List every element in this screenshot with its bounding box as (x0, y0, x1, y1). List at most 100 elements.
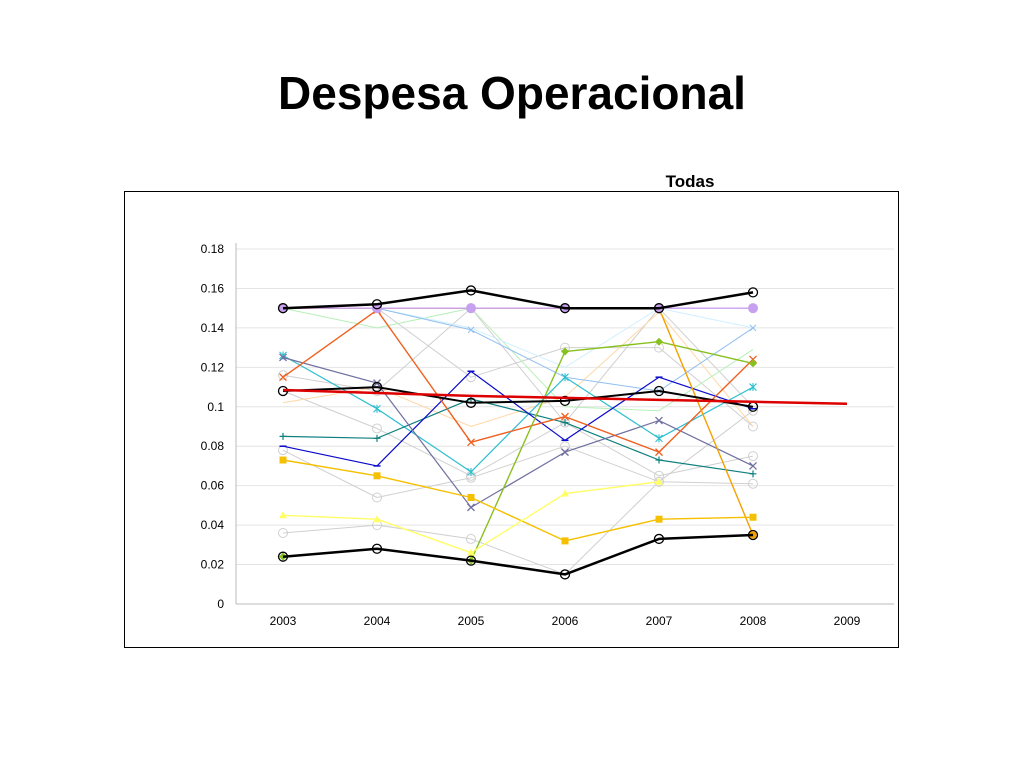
data-point (277, 551, 289, 562)
data-point (749, 359, 757, 368)
y-tick-label: 0.14 (201, 321, 225, 335)
data-point (465, 555, 477, 566)
data-point (748, 478, 758, 489)
data-point (467, 548, 475, 556)
y-tick-label: 0.18 (201, 242, 225, 256)
data-point (655, 448, 663, 457)
data-point (655, 477, 663, 485)
x-tick-label: 2005 (458, 614, 485, 628)
data-point (561, 347, 569, 356)
data-point (277, 303, 289, 314)
data-point (653, 303, 665, 314)
slide-title: Despesa Operacional (278, 67, 746, 119)
series-line (282, 481, 660, 554)
data-point (279, 353, 287, 362)
data-point (371, 543, 383, 554)
data-point (465, 397, 477, 408)
data-point (278, 370, 288, 381)
data-point (278, 528, 288, 538)
data-point (466, 533, 476, 544)
data-point (561, 489, 569, 497)
x-tick-label: 2004 (364, 614, 391, 628)
x-tick-label: 2006 (552, 614, 579, 628)
data-point (371, 381, 383, 393)
y-tick-label: 0.04 (201, 518, 225, 532)
data-point (560, 441, 570, 452)
data-point (559, 569, 571, 580)
series-line (282, 289, 754, 310)
y-tick-label: 0.16 (201, 281, 225, 295)
series-line (282, 398, 754, 475)
data-point (561, 412, 569, 421)
data-point (655, 434, 663, 443)
series-line (283, 307, 754, 368)
data-point (561, 373, 569, 382)
data-point (373, 434, 381, 442)
data-point (655, 416, 663, 425)
data-point (749, 531, 757, 539)
data-point (279, 373, 287, 382)
data-point (749, 461, 757, 470)
data-point (467, 467, 475, 476)
data-point (466, 372, 476, 383)
x-tick-label: 2009 (834, 614, 861, 628)
data-point (372, 423, 382, 434)
data-point (279, 432, 287, 440)
y-tick-label: 0 (217, 597, 224, 611)
series-line (282, 354, 754, 473)
series-line (470, 341, 754, 561)
data-point (466, 303, 476, 314)
data-point (653, 385, 665, 397)
series-line (282, 386, 754, 408)
data-point (279, 456, 287, 464)
data-point (467, 326, 475, 334)
x-tick-label: 2003 (270, 614, 297, 628)
line-chart: 0 0.02 0.04 0.06 0.08 0.1 0.12 0.14 0.16 0.18 2003… (201, 242, 894, 628)
data-point (373, 404, 381, 413)
data-point (372, 492, 382, 503)
series-line (283, 307, 754, 536)
data-point (747, 529, 759, 541)
series-line (282, 459, 754, 542)
x-tick-label: 2007 (646, 614, 673, 628)
series-line (282, 370, 754, 467)
data-point (373, 515, 381, 523)
data-point (749, 324, 757, 332)
data-point (749, 513, 757, 521)
data-point (467, 503, 475, 512)
data-point (749, 470, 757, 478)
chart-title: Todas (665, 172, 715, 191)
data-point (560, 417, 570, 428)
series-line (282, 390, 754, 477)
series-line (282, 309, 754, 453)
data-point (467, 438, 475, 447)
series-line (282, 388, 848, 406)
series-line (282, 445, 754, 498)
series-line (282, 533, 754, 576)
data-point (748, 303, 758, 314)
data-point (561, 448, 569, 457)
data-point (373, 472, 381, 480)
data-point (653, 533, 665, 545)
data-point (655, 456, 663, 464)
x-tick-label: 2008 (740, 614, 767, 628)
data-point (748, 451, 758, 462)
data-point (371, 299, 383, 310)
y-tick-label: 0.02 (201, 558, 225, 572)
data-point (655, 337, 663, 346)
series-line (282, 410, 754, 575)
data-point (655, 515, 663, 523)
data-point (748, 421, 758, 432)
series-line (282, 311, 754, 427)
series-line (283, 307, 754, 392)
y-tick-label: 0.1 (207, 400, 224, 414)
data-point (561, 419, 569, 427)
data-point (467, 494, 475, 501)
y-tick-label: 0.08 (201, 439, 225, 453)
data-point (279, 511, 287, 519)
data-point (465, 285, 477, 296)
data-point (749, 383, 757, 392)
data-point (747, 287, 759, 298)
series-line (282, 356, 754, 508)
y-tick-label: 0.12 (201, 360, 225, 374)
